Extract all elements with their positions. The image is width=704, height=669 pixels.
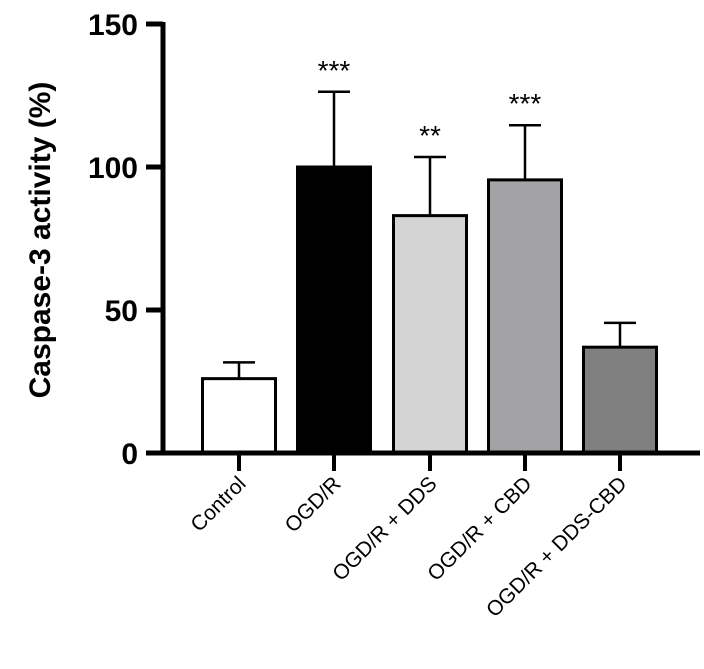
- bar: [296, 165, 372, 455]
- significance-label: ***: [318, 55, 351, 86]
- y-tick-label: 0: [121, 438, 138, 471]
- y-tick-label: 100: [88, 152, 138, 185]
- bar: [201, 377, 277, 455]
- bar: [582, 345, 658, 455]
- significance-label: **: [419, 120, 441, 151]
- y-tick-label: 50: [105, 295, 138, 328]
- y-tick-label: 150: [88, 9, 138, 42]
- bar: [487, 178, 563, 455]
- significance-label: ***: [509, 88, 542, 119]
- y-axis-label: Caspase-3 activity (%): [24, 82, 57, 399]
- bar: [392, 214, 468, 455]
- x-tick-label: OGD/R: [281, 472, 346, 537]
- x-tick-label: Control: [186, 472, 250, 536]
